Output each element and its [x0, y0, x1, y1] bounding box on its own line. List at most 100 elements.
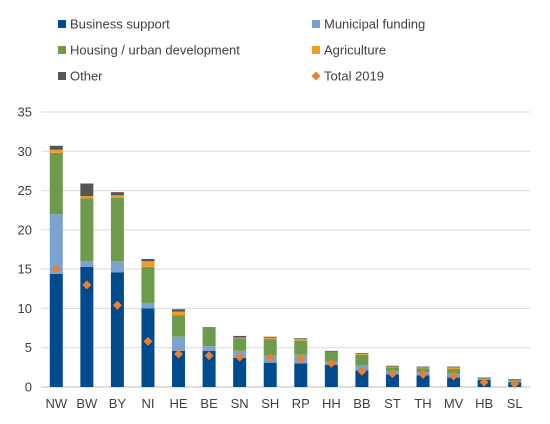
x-tick-label: NW [45, 396, 67, 411]
bar-segment-other [263, 336, 277, 338]
total-marker [510, 379, 520, 389]
bar-segment-business-support [385, 374, 399, 387]
bar-segment-other [416, 366, 430, 368]
bar-segment-agriculture [385, 366, 399, 368]
bar-segment-business-support [263, 362, 277, 387]
total-marker [204, 351, 214, 361]
bar-segment-housing-urban-development [202, 328, 216, 347]
bar-segment-other [324, 350, 338, 352]
total-marker [265, 353, 275, 363]
legend-item-total-2019: Total 2019 [311, 69, 384, 84]
bar-segment-business-support [447, 377, 461, 387]
x-tick-label: BE [200, 396, 218, 411]
y-tick-label: 30 [18, 144, 32, 159]
bar-segment-housing-urban-development [80, 198, 94, 262]
legend-swatch [311, 71, 321, 81]
x-tick-label: BB [353, 396, 370, 411]
total-markers [51, 264, 520, 389]
bar-segment-other [447, 366, 461, 368]
bar-segment-housing-urban-development [294, 340, 308, 355]
bar-segment-municipal-funding [49, 214, 63, 274]
bar-segment-business-support [49, 273, 63, 387]
total-marker [51, 264, 61, 274]
legend-label: Total 2019 [324, 69, 384, 84]
legend-label: Other [70, 69, 103, 84]
bar-segment-business-support [324, 365, 338, 387]
bar-segment-agriculture [263, 337, 277, 340]
bar-segment-business-support [141, 308, 155, 387]
bar-segment-agriculture [80, 196, 94, 199]
bars [49, 145, 522, 387]
legend: Business support Municipal funding Housing… [58, 17, 425, 84]
bar-segment-agriculture [355, 354, 369, 355]
bar-segment-business-support [80, 266, 94, 387]
bar-segment-other [233, 335, 247, 338]
y-tick-label: 0 [25, 380, 32, 395]
legend-swatch [58, 46, 66, 54]
legend-item-business-support: Business support [58, 17, 170, 32]
legend-item-housing-urban-development: Housing / urban development [58, 43, 240, 58]
x-tick-label: SL [507, 396, 523, 411]
legend-item-other: Other [58, 69, 103, 84]
x-tick-label: BY [109, 396, 127, 411]
bar-segment-other [355, 353, 369, 354]
bar-segment-other [172, 309, 186, 312]
bar-segment-housing-urban-development [355, 354, 369, 365]
bar-segment-business-support [355, 370, 369, 387]
bar-segment-business-support [294, 363, 308, 387]
legend-label: Municipal funding [324, 17, 425, 32]
total-marker [143, 336, 153, 346]
bar-segment-housing-urban-development [447, 368, 461, 374]
legend-label: Housing / urban development [70, 43, 240, 58]
x-tick-label: SN [231, 396, 249, 411]
bar-segment-other [294, 338, 308, 340]
legend-swatch [58, 20, 66, 28]
total-marker [387, 369, 397, 379]
bar-segment-other [80, 183, 94, 197]
x-tick-label: RP [292, 396, 310, 411]
total-marker [235, 352, 245, 362]
bar-segment-housing-urban-development [233, 338, 247, 351]
total-marker [479, 377, 489, 387]
y-tick-label: 25 [18, 183, 32, 198]
total-marker [418, 369, 428, 379]
y-tick-label: 5 [25, 340, 32, 355]
bar-segment-housing-urban-development [141, 266, 155, 303]
bar-segment-housing-urban-development [172, 315, 186, 337]
legend-swatch [58, 72, 66, 80]
legend-swatch [312, 46, 320, 54]
bar-segment-other [110, 192, 124, 196]
bar-segment-agriculture [416, 367, 430, 369]
y-tick-label: 35 [18, 105, 32, 120]
bar-segment-business-support [172, 350, 186, 387]
total-marker [174, 349, 184, 359]
bar-segment-other [49, 145, 63, 150]
x-tick-label: HH [322, 396, 341, 411]
bar-segment-agriculture [233, 337, 247, 339]
x-tick-label: HB [475, 396, 493, 411]
legend-item-municipal-funding: Municipal funding [312, 17, 425, 32]
x-tick-label: MV [444, 396, 464, 411]
bar-segment-agriculture [141, 261, 155, 267]
bar-segment-business-support [110, 272, 124, 387]
bar-segment-housing-urban-development [49, 152, 63, 215]
total-marker [112, 300, 122, 310]
bar-segment-housing-urban-development [324, 351, 338, 362]
total-marker [82, 280, 92, 290]
bar-segment-agriculture [447, 367, 461, 369]
total-marker [326, 358, 336, 368]
bar-segment-agriculture [49, 149, 63, 153]
legend-label: Business support [70, 17, 170, 32]
bar-segment-business-support [202, 350, 216, 387]
bar-segment-other [141, 258, 155, 262]
y-axis: 0 5 10 15 20 25 30 35 [18, 105, 32, 395]
bar-segment-municipal-funding [80, 261, 94, 267]
y-tick-label: 15 [18, 262, 32, 277]
legend-swatch [312, 20, 320, 28]
y-tick-label: 20 [18, 222, 32, 237]
total-marker [449, 371, 459, 381]
bar-segment-other [202, 327, 216, 329]
x-tick-label: NI [141, 396, 154, 411]
bar-segment-municipal-funding [110, 261, 124, 273]
